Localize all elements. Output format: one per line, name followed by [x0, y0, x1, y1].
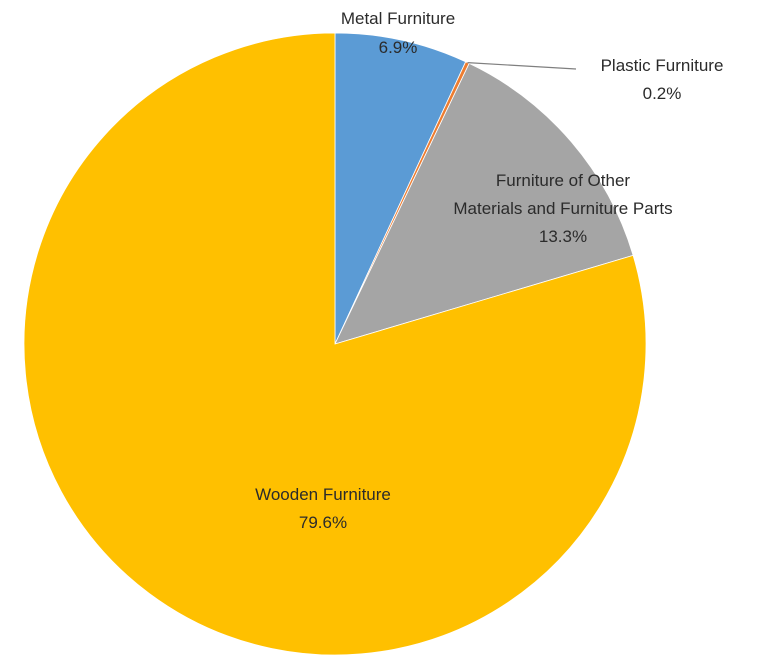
slice-value-label-furniture-of-other-materials-and-furniture-parts: 13.3%	[539, 227, 587, 246]
leader-line-plastic-furniture	[467, 61, 577, 70]
slice-name-label-furniture-of-other-materials-and-furniture-parts-2: Materials and Furniture Parts	[453, 199, 672, 218]
slice-value-label-wooden-furniture: 79.6%	[299, 513, 347, 532]
slice-value-label-plastic-furniture: 0.2%	[643, 84, 682, 103]
leader-lines	[467, 61, 577, 70]
slice-name-label-wooden-furniture: Wooden Furniture	[255, 485, 391, 504]
pie-slice-metal-furniture	[334, 32, 467, 345]
pie-slices	[23, 32, 647, 656]
pie-slice-furniture-of-other-materials-and-furniture-parts	[334, 62, 634, 345]
slice-name-label-furniture-of-other-materials-and-furniture-parts-1: Furniture of Other	[496, 171, 631, 190]
slice-name-label-metal-furniture: Metal Furniture	[341, 9, 455, 28]
slice-name-label-plastic-furniture: Plastic Furniture	[601, 56, 724, 75]
slice-labels: Metal Furniture 6.9% Plastic Furniture 0.2%…	[255, 9, 723, 532]
slice-value-label-metal-furniture: 6.9%	[379, 38, 418, 57]
pie-slice-wooden-furniture	[23, 32, 647, 656]
